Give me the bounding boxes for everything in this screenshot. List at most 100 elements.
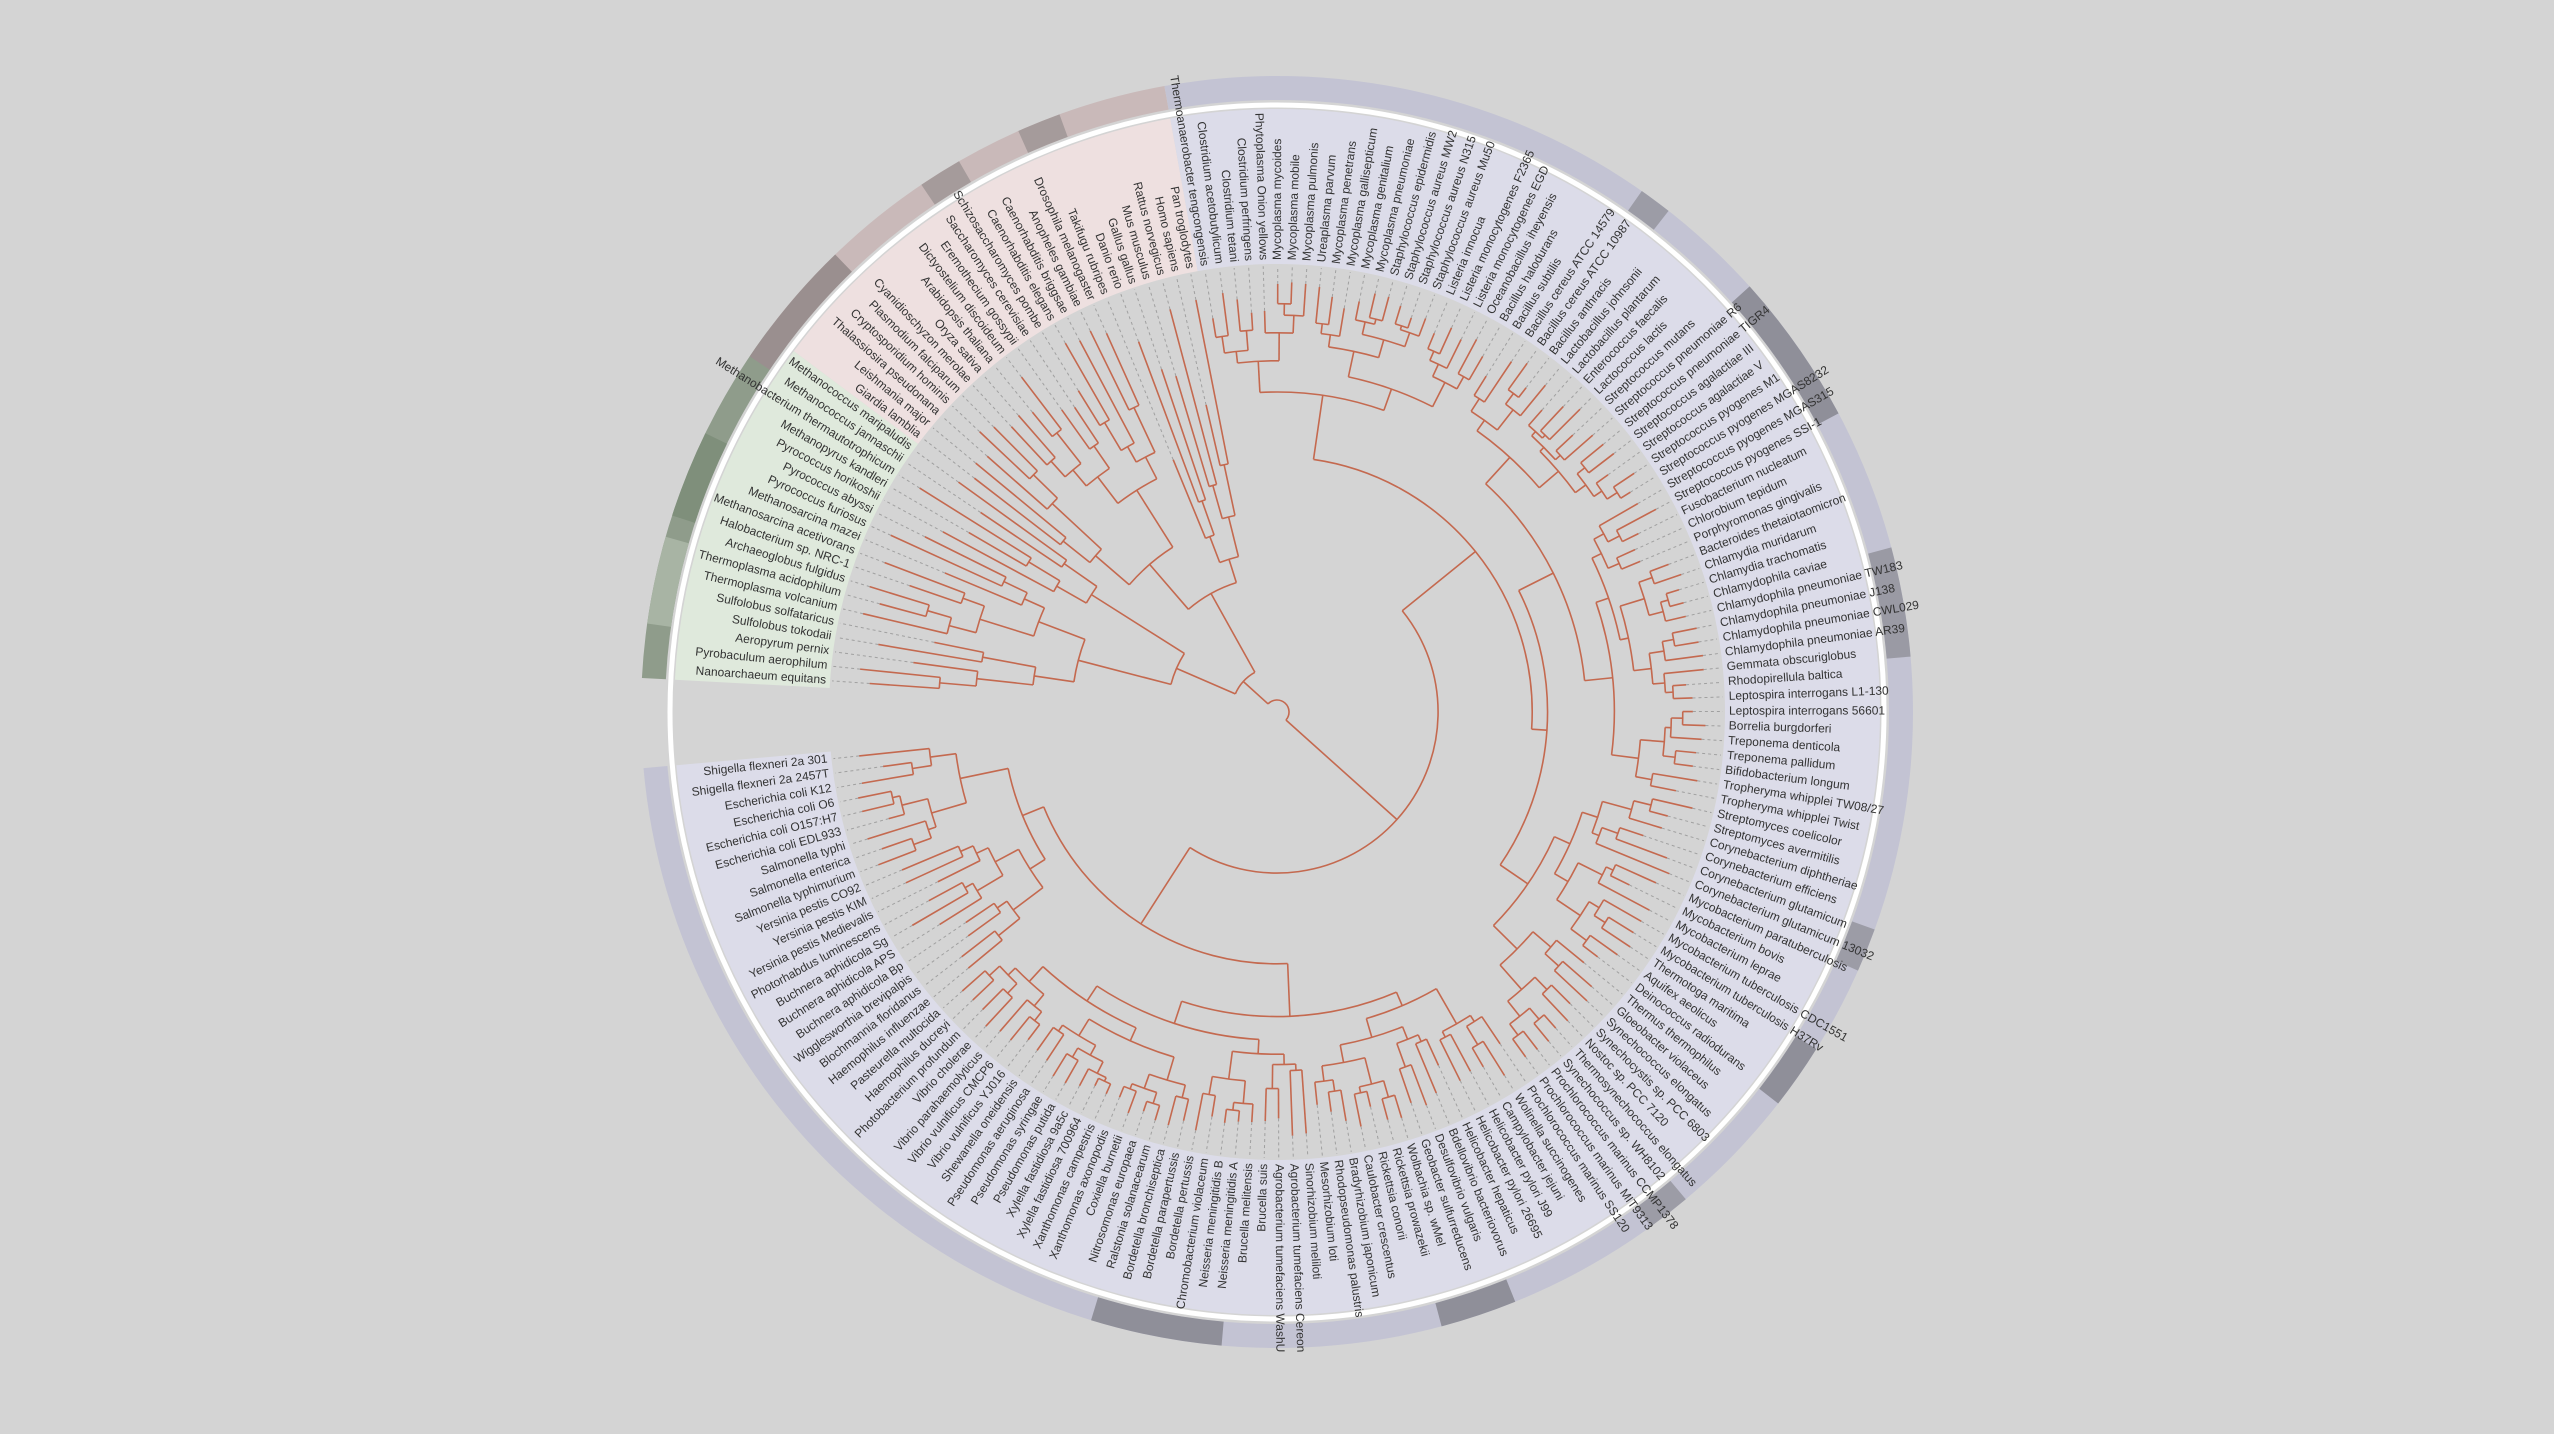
branch: [976, 874, 1004, 892]
branch: [1425, 1038, 1440, 1066]
branch: [1028, 966, 1044, 983]
branch: [1089, 330, 1130, 411]
leaf-connector: [1162, 280, 1171, 310]
branch: [1212, 318, 1217, 338]
ring-accent: [1018, 114, 1068, 153]
leaf-connector: [932, 427, 977, 464]
branch: [930, 752, 957, 758]
leaf-label: Agrobacterium tumefaciens WashU: [1273, 1164, 1288, 1352]
leaf-connector: [1370, 1106, 1381, 1147]
leaf-connector: [1603, 428, 1623, 445]
ring-accent: [1636, 1180, 1686, 1227]
branch: [857, 790, 892, 799]
ring-accent: [1759, 1036, 1817, 1104]
branch: [1674, 762, 1693, 767]
leaf-connector: [840, 797, 859, 803]
branch: [1062, 540, 1091, 564]
branch: [878, 849, 917, 866]
leaf-label: Phytoplasma Onion yellows: [1252, 113, 1271, 261]
clade-sector: [793, 118, 1198, 444]
branch: [982, 988, 1004, 1011]
branch: [1347, 351, 1355, 378]
leaf-connector: [1081, 1085, 1096, 1114]
branch: [1209, 536, 1221, 563]
leaf-connector: [1698, 638, 1718, 643]
branch: [1607, 562, 1620, 570]
leaf-connector: [972, 385, 1012, 428]
branch: [1242, 680, 1269, 705]
branch-arc: [1232, 1050, 1284, 1055]
branch: [1126, 446, 1137, 463]
branch-arc: [1088, 1068, 1107, 1079]
branch-arc: [1628, 800, 1635, 819]
leaf-connector: [1055, 1082, 1066, 1100]
leaf-connector: [984, 1030, 1001, 1050]
branch: [1588, 452, 1615, 474]
branch: [1366, 1091, 1372, 1107]
branch: [1236, 299, 1242, 332]
branch: [1518, 572, 1554, 592]
branch: [1435, 988, 1458, 1025]
branch: [1022, 806, 1045, 817]
leaf-connector: [1234, 1121, 1239, 1157]
branch: [1531, 431, 1537, 437]
leaf-connector: [850, 838, 868, 845]
branch: [1038, 621, 1086, 641]
branch: [1615, 838, 1668, 859]
branch-arc: [1181, 991, 1397, 1018]
branch: [905, 855, 964, 884]
leaf-connector: [1190, 274, 1197, 301]
branch: [1581, 811, 1598, 819]
branch: [1555, 434, 1574, 452]
leaf-connector: [833, 665, 861, 670]
branch: [1353, 1093, 1362, 1127]
branch: [1365, 1018, 1373, 1038]
leaf-connector: [1387, 1119, 1395, 1143]
branch: [1036, 1026, 1055, 1051]
branch: [1228, 559, 1238, 583]
branch: [1149, 563, 1190, 610]
branch-arc: [1492, 836, 1556, 927]
leaf-connector: [877, 512, 926, 538]
branch: [860, 668, 941, 679]
branch-arc: [1208, 483, 1217, 488]
branch: [1465, 1025, 1479, 1046]
branch: [1665, 589, 1680, 595]
branch-arc: [946, 617, 953, 634]
branch-arc: [1032, 607, 1046, 637]
branch: [1212, 485, 1224, 519]
branch: [1431, 382, 1446, 408]
branch-arc: [1649, 773, 1654, 786]
branch: [1615, 863, 1657, 884]
clade-backgrounds: [674, 109, 1881, 1315]
leaf-connector: [1401, 1117, 1409, 1139]
branch: [1595, 597, 1609, 604]
branch: [928, 881, 963, 902]
branch: [1589, 934, 1618, 956]
branch: [1090, 593, 1185, 655]
branch-arc: [1131, 1083, 1157, 1094]
branch: [1056, 585, 1087, 604]
branch: [1312, 395, 1324, 460]
branch: [1504, 393, 1515, 405]
branch: [1321, 1065, 1325, 1082]
branch: [1619, 826, 1644, 837]
leaf-connector: [915, 450, 959, 483]
branch: [1176, 667, 1236, 695]
leaf-label: Leptospira interrogans 56601: [1729, 703, 1885, 717]
branch: [1519, 384, 1546, 417]
branch: [1327, 1091, 1332, 1112]
leaf-connector: [865, 869, 903, 886]
branch: [1169, 309, 1218, 485]
branch-arc: [1576, 473, 1595, 497]
branch: [1154, 1105, 1161, 1121]
branch-arc: [972, 882, 983, 899]
branch: [1588, 901, 1600, 909]
branch: [1398, 1068, 1412, 1104]
branch-arc: [1061, 559, 1068, 568]
leaf-connector: [962, 1009, 983, 1030]
leaf-connector: [923, 438, 975, 479]
branch: [1485, 456, 1511, 485]
leaf-connector: [1358, 274, 1366, 302]
branch-arc: [1595, 482, 1608, 500]
